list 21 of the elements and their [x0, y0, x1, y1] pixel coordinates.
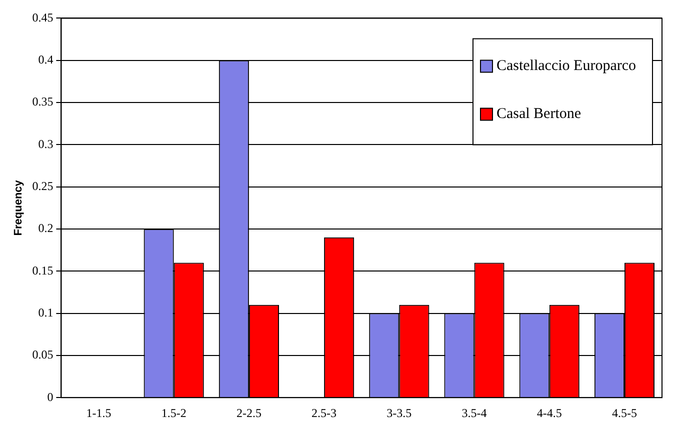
x-tick-label: 3-3.5	[386, 406, 412, 420]
legend-label: Casal Bertone	[496, 106, 582, 122]
y-tick-label: 0.15	[32, 263, 54, 278]
y-tick-label: 0.4	[38, 52, 54, 67]
y-tick-label: 0.3	[38, 136, 54, 151]
x-tick-label: 1-1.5	[86, 406, 112, 420]
y-axis-title: Frequency	[12, 179, 25, 236]
y-tick-label: 0	[47, 390, 54, 404]
y-tick-label: 0.25	[32, 178, 54, 193]
y-tick-label: 0.45	[32, 10, 54, 24]
x-tick-label: 1.5-2	[161, 406, 186, 420]
y-tick-label: 0.05	[32, 348, 54, 362]
x-tick-label: 3.5-4	[462, 406, 487, 420]
x-tick-label: 2.5-3	[312, 406, 337, 420]
x-tick-label: 2-2.5	[236, 406, 262, 420]
legend-label: Castellaccio Europarco	[496, 58, 636, 74]
x-tick-label: 4-4.5	[536, 406, 562, 420]
y-tick-label: 0.1	[38, 305, 54, 320]
y-tick-label: 0.35	[32, 94, 54, 109]
y-tick-label: 0.2	[38, 221, 54, 236]
x-tick-label: 4.5-5	[612, 406, 637, 420]
